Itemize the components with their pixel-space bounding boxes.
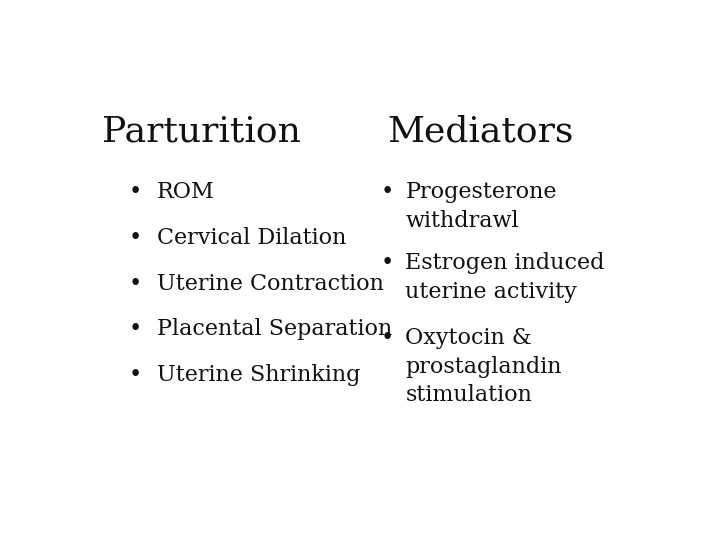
Text: •: • [129, 273, 143, 295]
Text: •: • [129, 181, 143, 203]
Text: Uterine Contraction: Uterine Contraction [157, 273, 384, 295]
Text: Progesterone
withdrawl: Progesterone withdrawl [405, 181, 557, 232]
Text: •: • [129, 364, 143, 386]
Text: ROM: ROM [157, 181, 215, 203]
Text: Cervical Dilation: Cervical Dilation [157, 227, 346, 249]
Text: Parturition: Parturition [102, 114, 301, 148]
Text: •: • [129, 227, 143, 249]
Text: •: • [380, 252, 393, 274]
Text: Mediators: Mediators [387, 114, 574, 148]
Text: •: • [380, 327, 393, 349]
Text: Oxytocin &
prostaglandin
stimulation: Oxytocin & prostaglandin stimulation [405, 327, 562, 407]
Text: •: • [129, 319, 143, 340]
Text: Uterine Shrinking: Uterine Shrinking [157, 364, 360, 386]
Text: Placental Separation: Placental Separation [157, 319, 392, 340]
Text: Estrogen induced
uterine activity: Estrogen induced uterine activity [405, 252, 605, 303]
Text: •: • [380, 181, 393, 203]
